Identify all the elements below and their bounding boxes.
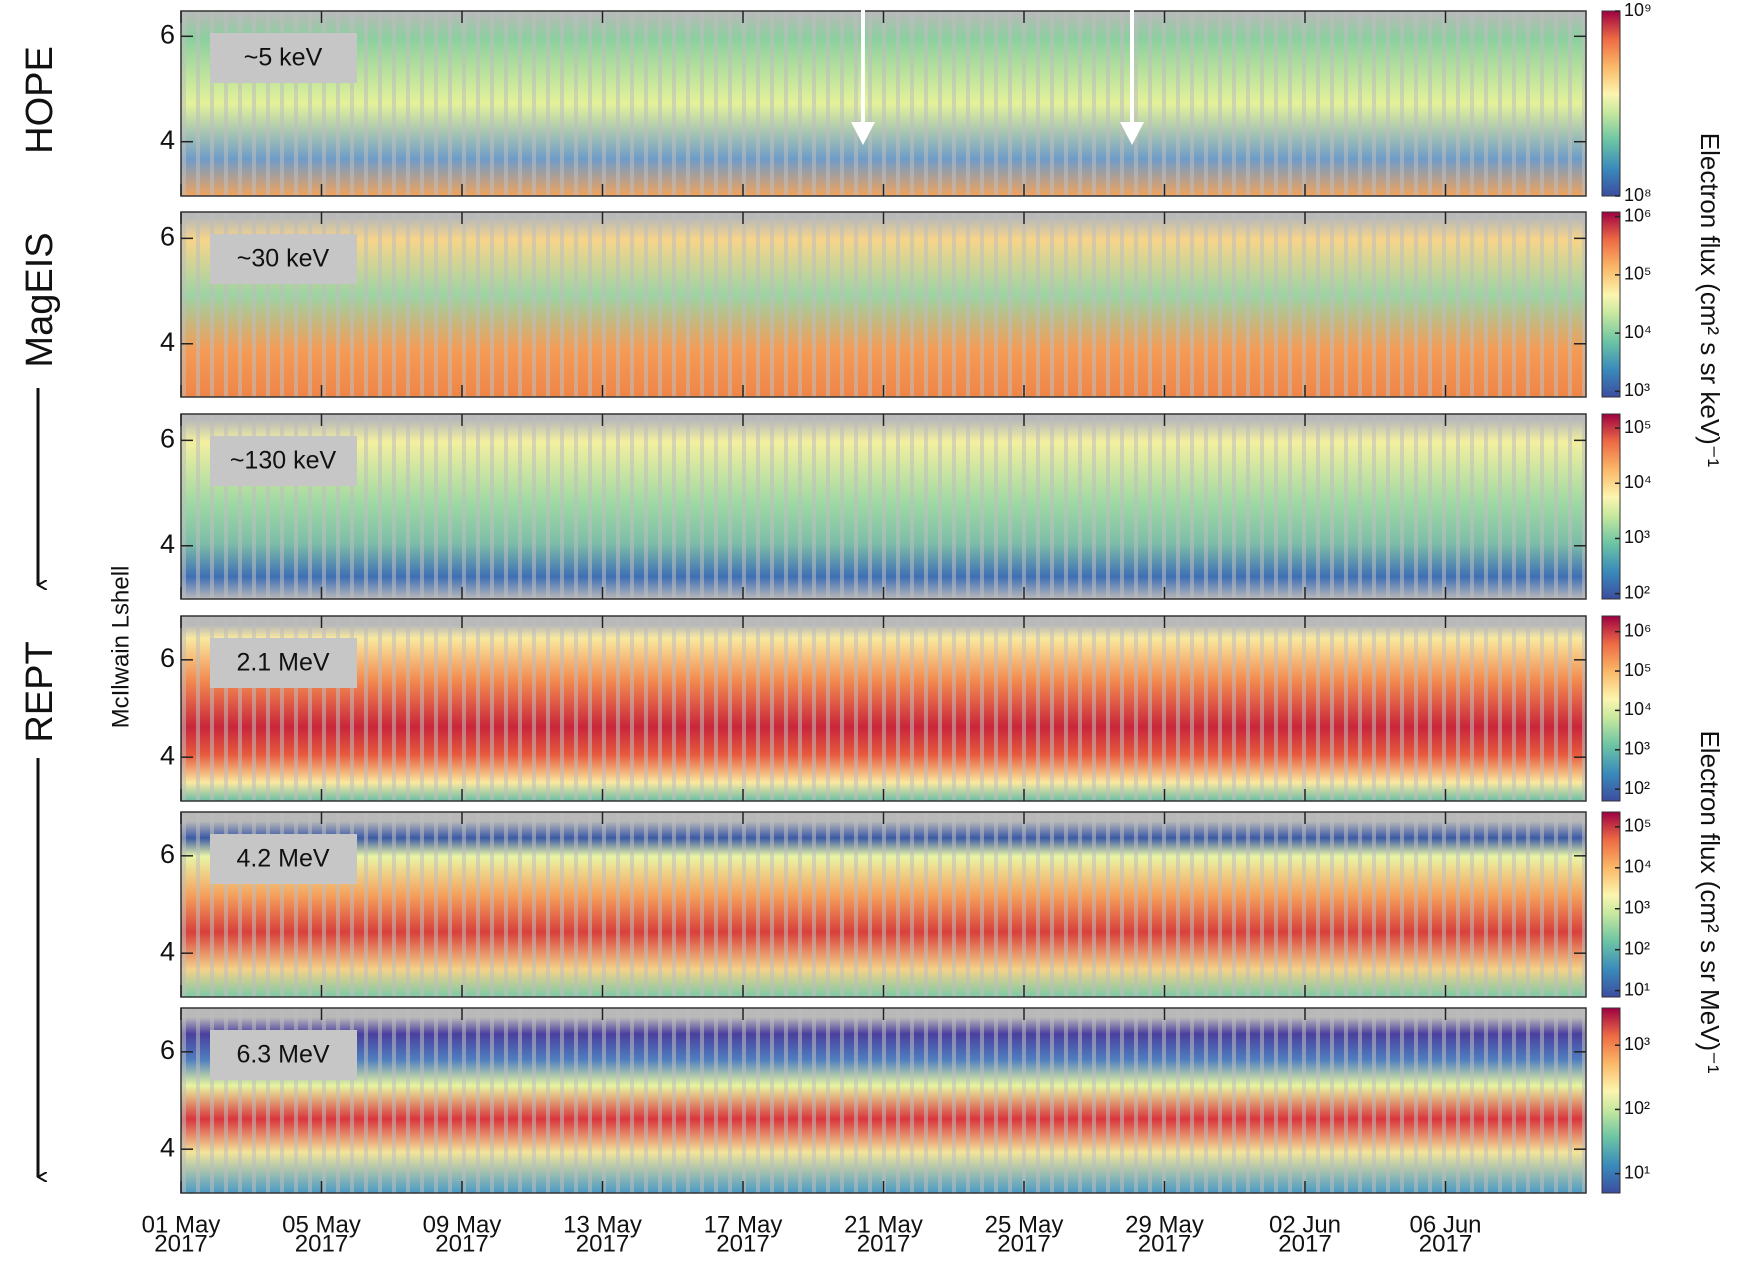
colorbar-tick-label: 10⁴ <box>1624 472 1652 492</box>
colorbar-label: Electron flux (cm² s sr MeV)⁻¹ <box>1695 730 1725 1073</box>
instrument-label: HOPE <box>19 46 61 154</box>
x-tick-label: 2017 <box>295 1230 348 1256</box>
annotation-box <box>210 33 357 83</box>
annotation-box <box>210 436 357 486</box>
x-tick-label: 01 May <box>142 1211 221 1238</box>
colorbar-tick-label: 10⁶ <box>1624 205 1651 225</box>
colorbar-tick-label: 10⁸ <box>1624 185 1652 205</box>
colorbar-tick-label: 10³ <box>1624 527 1650 547</box>
spectrogram-stripes <box>181 616 1586 801</box>
y-axis-label: McIlwain Lshell <box>107 566 134 729</box>
x-tick-label: 2017 <box>997 1230 1050 1256</box>
colorbar-tick-label: 10³ <box>1624 897 1650 917</box>
x-tick-label: 25 May <box>985 1211 1064 1238</box>
x-tick-label: 2017 <box>576 1230 629 1256</box>
colorbar-tick-label: 10⁵ <box>1624 417 1651 437</box>
colorbar-tick-label: 10² <box>1624 938 1650 958</box>
colorbar <box>1601 413 1621 600</box>
colorbar-tick-label: 10⁹ <box>1624 0 1652 20</box>
y-tick-label: 4 <box>160 529 175 559</box>
y-tick-label: 4 <box>160 125 175 155</box>
x-tick-label: 2017 <box>857 1230 910 1256</box>
x-tick-label: 09 May <box>423 1211 502 1238</box>
y-tick-label: 6 <box>160 839 175 869</box>
y-tick-label: 4 <box>160 936 175 966</box>
y-tick-label: 6 <box>160 1035 175 1065</box>
panel-annotation: ~130 keV <box>230 447 337 475</box>
colorbar-tick-label: 10² <box>1624 582 1650 602</box>
colorbar <box>1601 10 1621 197</box>
x-tick-label: 13 May <box>563 1211 642 1238</box>
panel-annotation: 2.1 MeV <box>236 649 329 677</box>
annotation-box <box>210 834 357 884</box>
colorbar-tick-label: 10⁶ <box>1624 620 1651 640</box>
y-tick-label: 4 <box>160 1132 175 1162</box>
colorbar-tick-label: 10⁴ <box>1624 699 1652 719</box>
colorbar-tick-label: 10⁵ <box>1624 660 1651 680</box>
x-tick-label: 21 May <box>844 1211 923 1238</box>
y-tick-label: 4 <box>160 740 175 770</box>
colorbar-tick-label: 10² <box>1624 778 1650 798</box>
colorbar-tick-label: 10¹ <box>1624 1162 1650 1182</box>
colorbar-tick-label: 10⁴ <box>1624 322 1652 342</box>
colorbar <box>1601 615 1621 802</box>
x-tick-label: 2017 <box>716 1230 769 1256</box>
x-tick-label: 2017 <box>154 1230 207 1256</box>
colorbar-tick-label: 10⁴ <box>1624 857 1652 877</box>
colorbar <box>1601 1007 1621 1194</box>
y-tick-label: 6 <box>160 423 175 453</box>
colorbar-label: Electron flux (cm² s sr keV)⁻¹ <box>1695 133 1725 468</box>
x-tick-label: 02 Jun <box>1269 1211 1341 1238</box>
instrument-label: REPT <box>19 641 61 742</box>
x-tick-label: 17 May <box>704 1211 783 1238</box>
spectrogram-stripes <box>181 1008 1586 1193</box>
colorbar-tick-label: 10⁵ <box>1624 264 1651 284</box>
panel-annotation: 6.3 MeV <box>236 1041 329 1069</box>
colorbar <box>1601 811 1621 998</box>
instrument-label: MagEIS <box>19 232 61 367</box>
x-tick-label: 05 May <box>282 1211 361 1238</box>
y-tick-label: 6 <box>160 221 175 251</box>
colorbar-tick-label: 10¹ <box>1624 979 1650 999</box>
x-tick-label: 2017 <box>1278 1230 1331 1256</box>
x-tick-label: 29 May <box>1125 1211 1204 1238</box>
y-tick-label: 6 <box>160 643 175 673</box>
spectrogram-stripes <box>181 11 1586 196</box>
colorbar <box>1601 211 1621 398</box>
colorbar-tick-label: 10² <box>1624 1098 1650 1118</box>
y-tick-label: 6 <box>160 19 175 49</box>
panel-annotation: 4.2 MeV <box>236 845 329 873</box>
spectrogram-stripes <box>181 414 1586 599</box>
annotation-box <box>210 234 357 284</box>
x-tick-label: 2017 <box>435 1230 488 1256</box>
colorbar-tick-label: 10⁵ <box>1624 816 1651 836</box>
x-tick-label: 2017 <box>1138 1230 1191 1256</box>
colorbar-tick-label: 10³ <box>1624 739 1650 759</box>
colorbar-tick-label: 10³ <box>1624 380 1650 400</box>
colorbar-tick-label: 10³ <box>1624 1034 1650 1054</box>
event-arrows <box>851 4 1144 145</box>
y-tick-label: 4 <box>160 327 175 357</box>
x-tick-label: 2017 <box>1419 1230 1472 1256</box>
panel-annotation: ~30 keV <box>237 245 330 273</box>
annotation-box <box>210 1030 357 1080</box>
spectrogram-stripes <box>181 212 1586 397</box>
annotation-box <box>210 638 357 688</box>
panels: 4 6 ~5 keV 10⁸ 10⁹ 4 6 ~30 keV 10³ 10⁴ 10⁵ 10⁶ 4 6 ~13… <box>142 0 1652 1257</box>
x-tick-label: 06 Jun <box>1409 1211 1481 1238</box>
panel-annotation: ~5 keV <box>244 44 323 72</box>
spectrogram-stripes <box>181 812 1586 997</box>
